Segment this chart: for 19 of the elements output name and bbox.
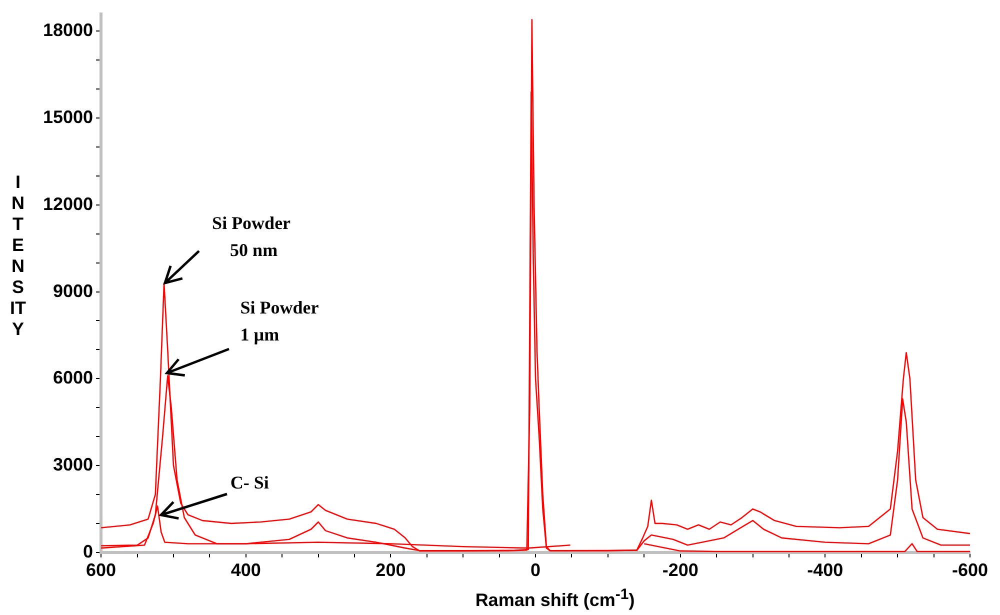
y-tick-label: 0 — [83, 541, 94, 562]
annotation: Si Powder 50 nm — [212, 212, 291, 260]
y-tick-label: 3000 — [53, 454, 94, 474]
y-axis-title: INTENSITY — [10, 172, 26, 340]
x-tick-label: 0 — [530, 560, 541, 580]
y-tick-label: 9000 — [53, 280, 94, 301]
y-tick-label: 12000 — [42, 194, 94, 214]
y-tick-label: 18000 — [42, 20, 94, 40]
x-tick-label: 400 — [230, 560, 261, 580]
annotation: C- Si — [230, 472, 269, 492]
x-tick-label: -600 — [952, 560, 988, 580]
x-tick-label: 600 — [86, 560, 116, 580]
annotation: Si Powder 1 µm — [240, 298, 319, 345]
y-tick-label: 6000 — [53, 368, 94, 388]
x-tick-label: 200 — [376, 560, 406, 580]
x-tick-label: -200 — [662, 560, 698, 580]
x-tick-label: -400 — [807, 560, 844, 580]
x-axis-title: Raman shift (cm$^{-1}$) — [474, 586, 636, 611]
y-tick-label: 15000 — [42, 107, 94, 128]
